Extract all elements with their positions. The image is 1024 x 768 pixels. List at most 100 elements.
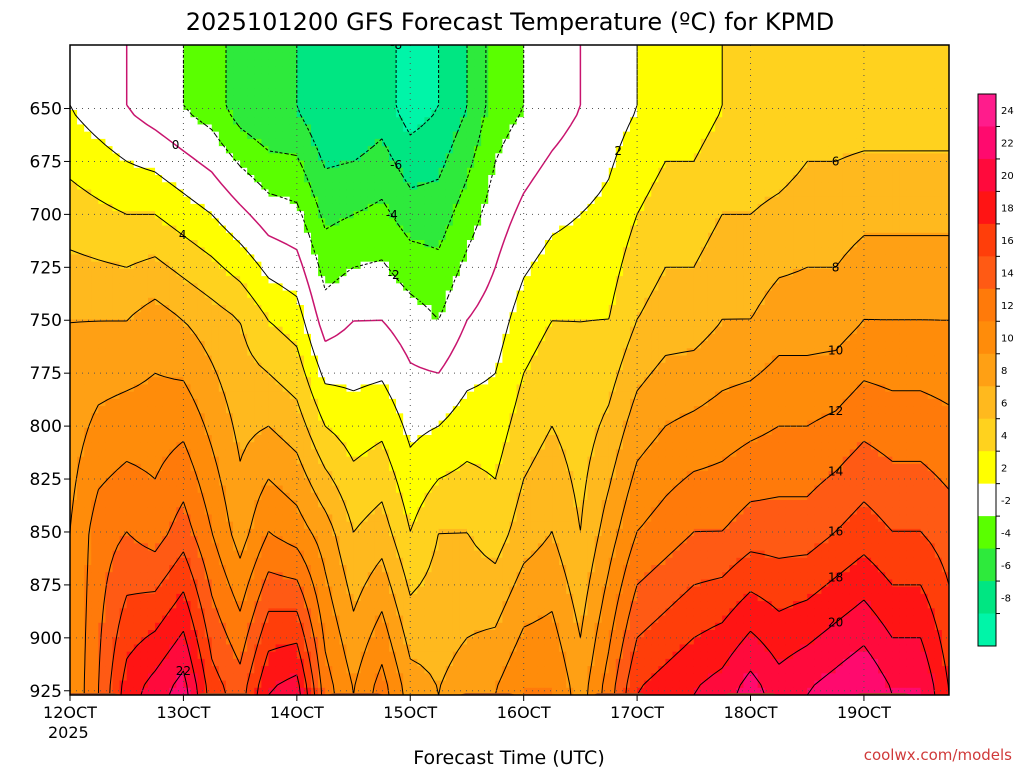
temperature-cell [261, 283, 270, 292]
temperature-cell [459, 81, 468, 89]
temperature-cell [218, 370, 227, 378]
temperature-cell [374, 319, 383, 328]
temperature-cell [140, 673, 149, 682]
temperature-cell [261, 333, 270, 342]
temperature-cell [155, 189, 163, 198]
temperature-cell [417, 283, 426, 292]
temperature-cell [311, 276, 319, 284]
temperature-cell [346, 88, 355, 97]
temperature-cell [296, 370, 305, 378]
temperature-cell [254, 189, 262, 198]
temperature-cell [119, 73, 128, 82]
temperature-cell [282, 651, 291, 660]
temperature-cell [133, 189, 142, 198]
temperature-cell [254, 312, 262, 321]
temperature-cell [325, 565, 333, 573]
temperature-cell [197, 312, 206, 321]
temperature-cell [105, 95, 114, 104]
temperature-cell [346, 362, 355, 371]
temperature-cell [162, 175, 170, 183]
temperature-cell [296, 297, 305, 306]
temperature-cell [325, 572, 333, 581]
temperature-cell [84, 52, 92, 61]
temperature-cell [346, 218, 355, 227]
temperature-cell [119, 348, 128, 357]
temperature-cell [396, 384, 404, 393]
temperature-cell [381, 355, 390, 364]
temperature-cell [190, 514, 199, 523]
temperature-cell [296, 268, 305, 277]
temperature-cell [403, 73, 411, 82]
temperature-cell [197, 268, 206, 277]
temperature-cell [403, 644, 411, 653]
temperature-cell [140, 644, 149, 653]
temperature-cell [318, 88, 326, 97]
temperature-cell [360, 232, 369, 241]
temperature-cell [112, 362, 121, 371]
temperature-cell [275, 608, 284, 617]
temperature-cell [438, 59, 447, 68]
temperature-cell [381, 622, 390, 631]
temperature-cell [147, 138, 156, 147]
temperature-cell [381, 644, 390, 653]
temperature-cell [233, 240, 241, 248]
temperature-cell [311, 175, 319, 183]
temperature-cell [431, 146, 440, 154]
temperature-cell [438, 167, 447, 176]
temperature-cell [388, 211, 397, 219]
temperature-cell [374, 146, 383, 154]
temperature-cell [431, 167, 440, 176]
temperature-cell [296, 413, 305, 422]
temperature-cell [233, 175, 241, 183]
temperature-cell [339, 333, 348, 342]
temperature-cell [233, 225, 241, 234]
temperature-cell [140, 427, 149, 436]
temperature-cell [332, 622, 340, 631]
temperature-cell [403, 138, 411, 147]
temperature-cell [240, 52, 248, 61]
temperature-cell [403, 666, 411, 674]
temperature-cell [119, 66, 128, 75]
temperature-cell [388, 254, 397, 263]
temperature-cell [374, 550, 383, 559]
temperature-cell [119, 521, 128, 530]
temperature-cell [254, 167, 262, 176]
temperature-cell [190, 305, 199, 313]
temperature-cell [176, 326, 185, 335]
temperature-cell [233, 312, 241, 321]
temperature-cell [133, 240, 142, 248]
temperature-cell [332, 557, 340, 566]
temperature-cell [233, 203, 241, 212]
temperature-cell [77, 73, 85, 82]
temperature-cell [431, 45, 440, 53]
temperature-cell [225, 666, 234, 674]
temperature-cell [112, 427, 121, 436]
temperature-cell [247, 471, 255, 479]
temperature-cell [77, 565, 85, 573]
temperature-cell [346, 160, 355, 169]
temperature-cell [353, 232, 362, 241]
temperature-cell [70, 687, 78, 695]
temperature-cell [197, 261, 206, 270]
temperature-cell [133, 305, 142, 313]
temperature-cell [424, 456, 433, 465]
temperature-cell [417, 420, 426, 429]
temperature-cell [445, 196, 454, 205]
temperature-cell [126, 391, 135, 400]
temperature-cell [381, 81, 390, 89]
temperature-cell [268, 268, 277, 277]
temperature-cell [70, 579, 78, 588]
temperature-cell [91, 449, 99, 458]
temperature-cell [112, 687, 121, 695]
temperature-cell [119, 312, 128, 321]
temperature-cell [183, 348, 192, 357]
temperature-cell [147, 146, 156, 154]
temperature-cell [240, 240, 248, 248]
temperature-cell [445, 59, 454, 68]
temperature-cell [353, 131, 362, 140]
temperature-cell [311, 218, 319, 227]
temperature-cell [162, 81, 170, 89]
temperature-cell [91, 225, 99, 234]
temperature-cell [431, 586, 440, 595]
temperature-cell [438, 687, 447, 695]
